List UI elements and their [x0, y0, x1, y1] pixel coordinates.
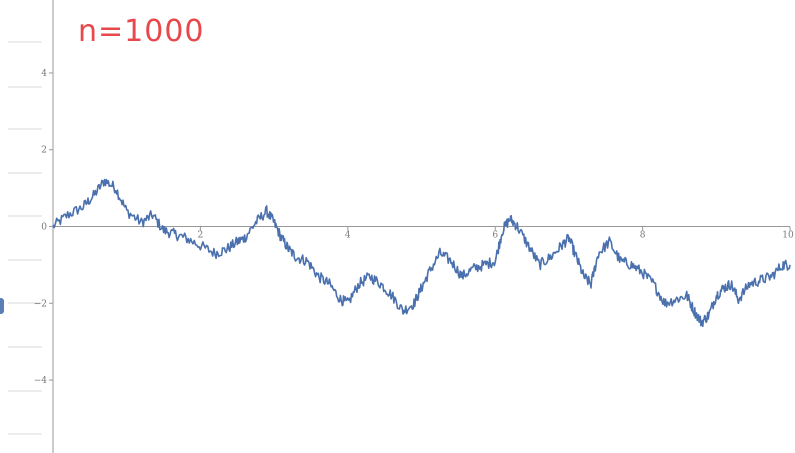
x-tick-label: 6 — [492, 231, 498, 241]
y-tick-label: 2 — [41, 146, 47, 156]
x-tick-label: 10 — [782, 231, 794, 241]
left-edge-marker — [0, 298, 4, 314]
y-tick-label: 4 — [41, 69, 47, 79]
y-tick-label: −2 — [34, 299, 47, 309]
y-axis-ticks: −4 −2 0 2 4 — [34, 69, 53, 386]
y-tick-label: 0 — [41, 223, 47, 233]
x-tick-label: 4 — [345, 231, 351, 241]
sample-size-annotation: n=1000 — [78, 14, 205, 49]
x-axis-ticks: 2 4 6 8 10 — [198, 227, 794, 241]
y-tick-label: −4 — [34, 376, 48, 386]
series-line — [53, 180, 790, 327]
x-tick-label: 2 — [198, 231, 204, 241]
x-tick-label: 8 — [640, 231, 646, 241]
